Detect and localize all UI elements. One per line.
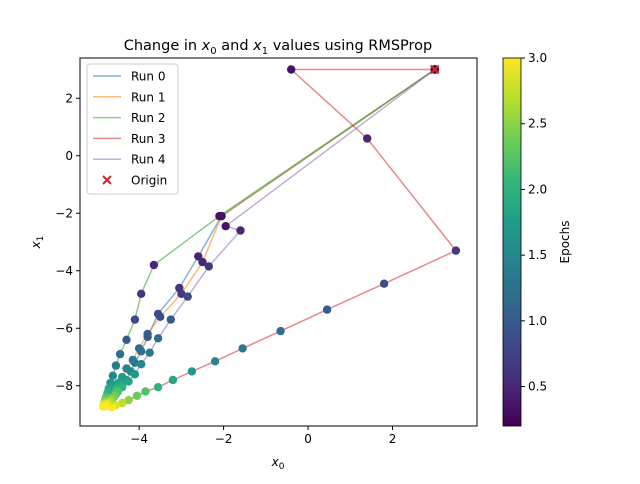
legend-label-run-3: Run 3 xyxy=(131,132,165,146)
data-point-run-2 xyxy=(130,315,140,324)
chart-title: Change in x0 and x1 values using RMSProp xyxy=(124,38,433,57)
data-point-run-3 xyxy=(276,326,285,336)
x-axis-ticks: −4 −2 0 2 xyxy=(130,426,396,446)
x-tick-label: −2 xyxy=(215,432,233,446)
data-point-run-2 xyxy=(111,361,121,370)
origin-point xyxy=(430,64,440,75)
y-axis-label: x1 xyxy=(29,236,46,250)
legend: Run 0 Run 1 Run 2 Run 3 Run 4 Origin xyxy=(86,63,179,195)
y-axis-ticks: −8 −6 −4 −2 0 2 xyxy=(55,91,80,393)
data-point-run-4 xyxy=(102,401,111,410)
x-axis-label: x0 xyxy=(271,455,285,472)
y-tick-label: −6 xyxy=(55,321,73,335)
data-point-run-2 xyxy=(108,371,118,380)
colorbar-tick-label: 0.5 xyxy=(528,380,547,394)
data-point-run-4 xyxy=(153,334,163,343)
data-point-run-1 xyxy=(122,364,131,373)
data-point-run-3 xyxy=(287,65,296,74)
legend-label-origin: Origin xyxy=(131,174,167,188)
data-point-run-2 xyxy=(215,211,224,221)
y-tick-label: 0 xyxy=(65,149,73,163)
data-point-run-4 xyxy=(124,377,133,386)
data-point-run-3 xyxy=(379,279,389,288)
data-point-run-1 xyxy=(156,312,165,321)
colorbar-tick-label: 3.0 xyxy=(528,51,547,65)
data-point-run-2 xyxy=(137,289,146,298)
data-point-run-1 xyxy=(177,289,186,298)
data-point-run-1 xyxy=(128,355,137,365)
data-point-run-4 xyxy=(166,315,175,324)
data-point-run-1 xyxy=(134,344,144,353)
legend-label-run-1: Run 1 xyxy=(131,90,165,104)
legend-label-run-4: Run 4 xyxy=(131,153,165,167)
x-tick-label: 0 xyxy=(304,432,312,446)
data-point-run-4 xyxy=(221,222,230,231)
data-point-run-4 xyxy=(204,262,213,271)
data-point-run-3 xyxy=(363,134,372,143)
data-point-run-3 xyxy=(132,391,142,400)
data-point-run-2 xyxy=(115,349,125,359)
data-point-run-3 xyxy=(153,383,163,392)
data-point-run-4 xyxy=(130,370,140,379)
colorbar-tick-label: 2.0 xyxy=(528,182,547,196)
origin-marker xyxy=(430,64,440,75)
data-point-run-1 xyxy=(143,329,152,339)
data-point-run-2 xyxy=(149,260,159,270)
colorbar-tick-label: 1.5 xyxy=(528,248,547,262)
data-point-run-4 xyxy=(137,360,146,369)
data-point-run-3 xyxy=(168,375,178,385)
data-point-run-3 xyxy=(124,395,133,405)
data-point-run-1 xyxy=(118,372,127,382)
data-point-run-3 xyxy=(238,344,247,353)
colorbar-tick-label: 2.5 xyxy=(528,117,547,131)
data-point-run-3 xyxy=(118,398,127,408)
y-tick-label: −8 xyxy=(55,379,73,393)
legend-label-run-2: Run 2 xyxy=(131,111,165,125)
legend-label-run-0: Run 0 xyxy=(131,70,165,84)
data-point-run-3 xyxy=(451,246,461,255)
data-point-run-3 xyxy=(141,387,150,396)
x-tick-label: 2 xyxy=(389,432,397,446)
data-point-run-3 xyxy=(210,357,220,366)
colorbar xyxy=(502,57,522,427)
data-point-run-2 xyxy=(122,335,131,344)
data-point-run-4 xyxy=(236,226,245,235)
colorbar-label: Epochs xyxy=(558,221,572,264)
colorbar-ticks: 0.5 1.0 1.5 2.0 2.5 3.0 xyxy=(521,51,547,394)
data-point-run-4 xyxy=(183,292,192,301)
data-point-run-3 xyxy=(187,367,197,376)
y-tick-label: 2 xyxy=(65,91,73,105)
plot-frame xyxy=(79,57,478,427)
legend-swatch-origin xyxy=(102,175,112,185)
colorbar-tick-label: 1.0 xyxy=(528,314,547,328)
data-point-run-3 xyxy=(322,305,332,314)
y-tick-label: −4 xyxy=(55,264,73,278)
data-point-run-4 xyxy=(145,348,154,357)
data-point-run-1 xyxy=(198,257,207,267)
x-tick-label: −4 xyxy=(130,432,148,446)
y-tick-label: −2 xyxy=(55,206,73,220)
